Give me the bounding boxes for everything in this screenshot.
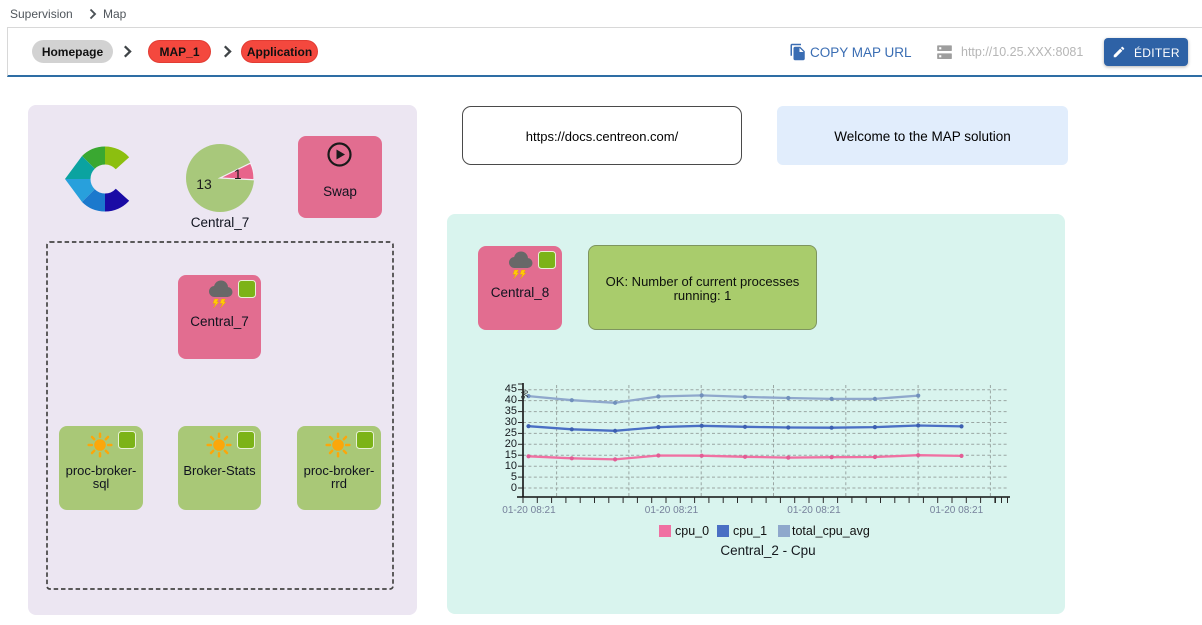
svg-text:%: %: [520, 390, 531, 399]
